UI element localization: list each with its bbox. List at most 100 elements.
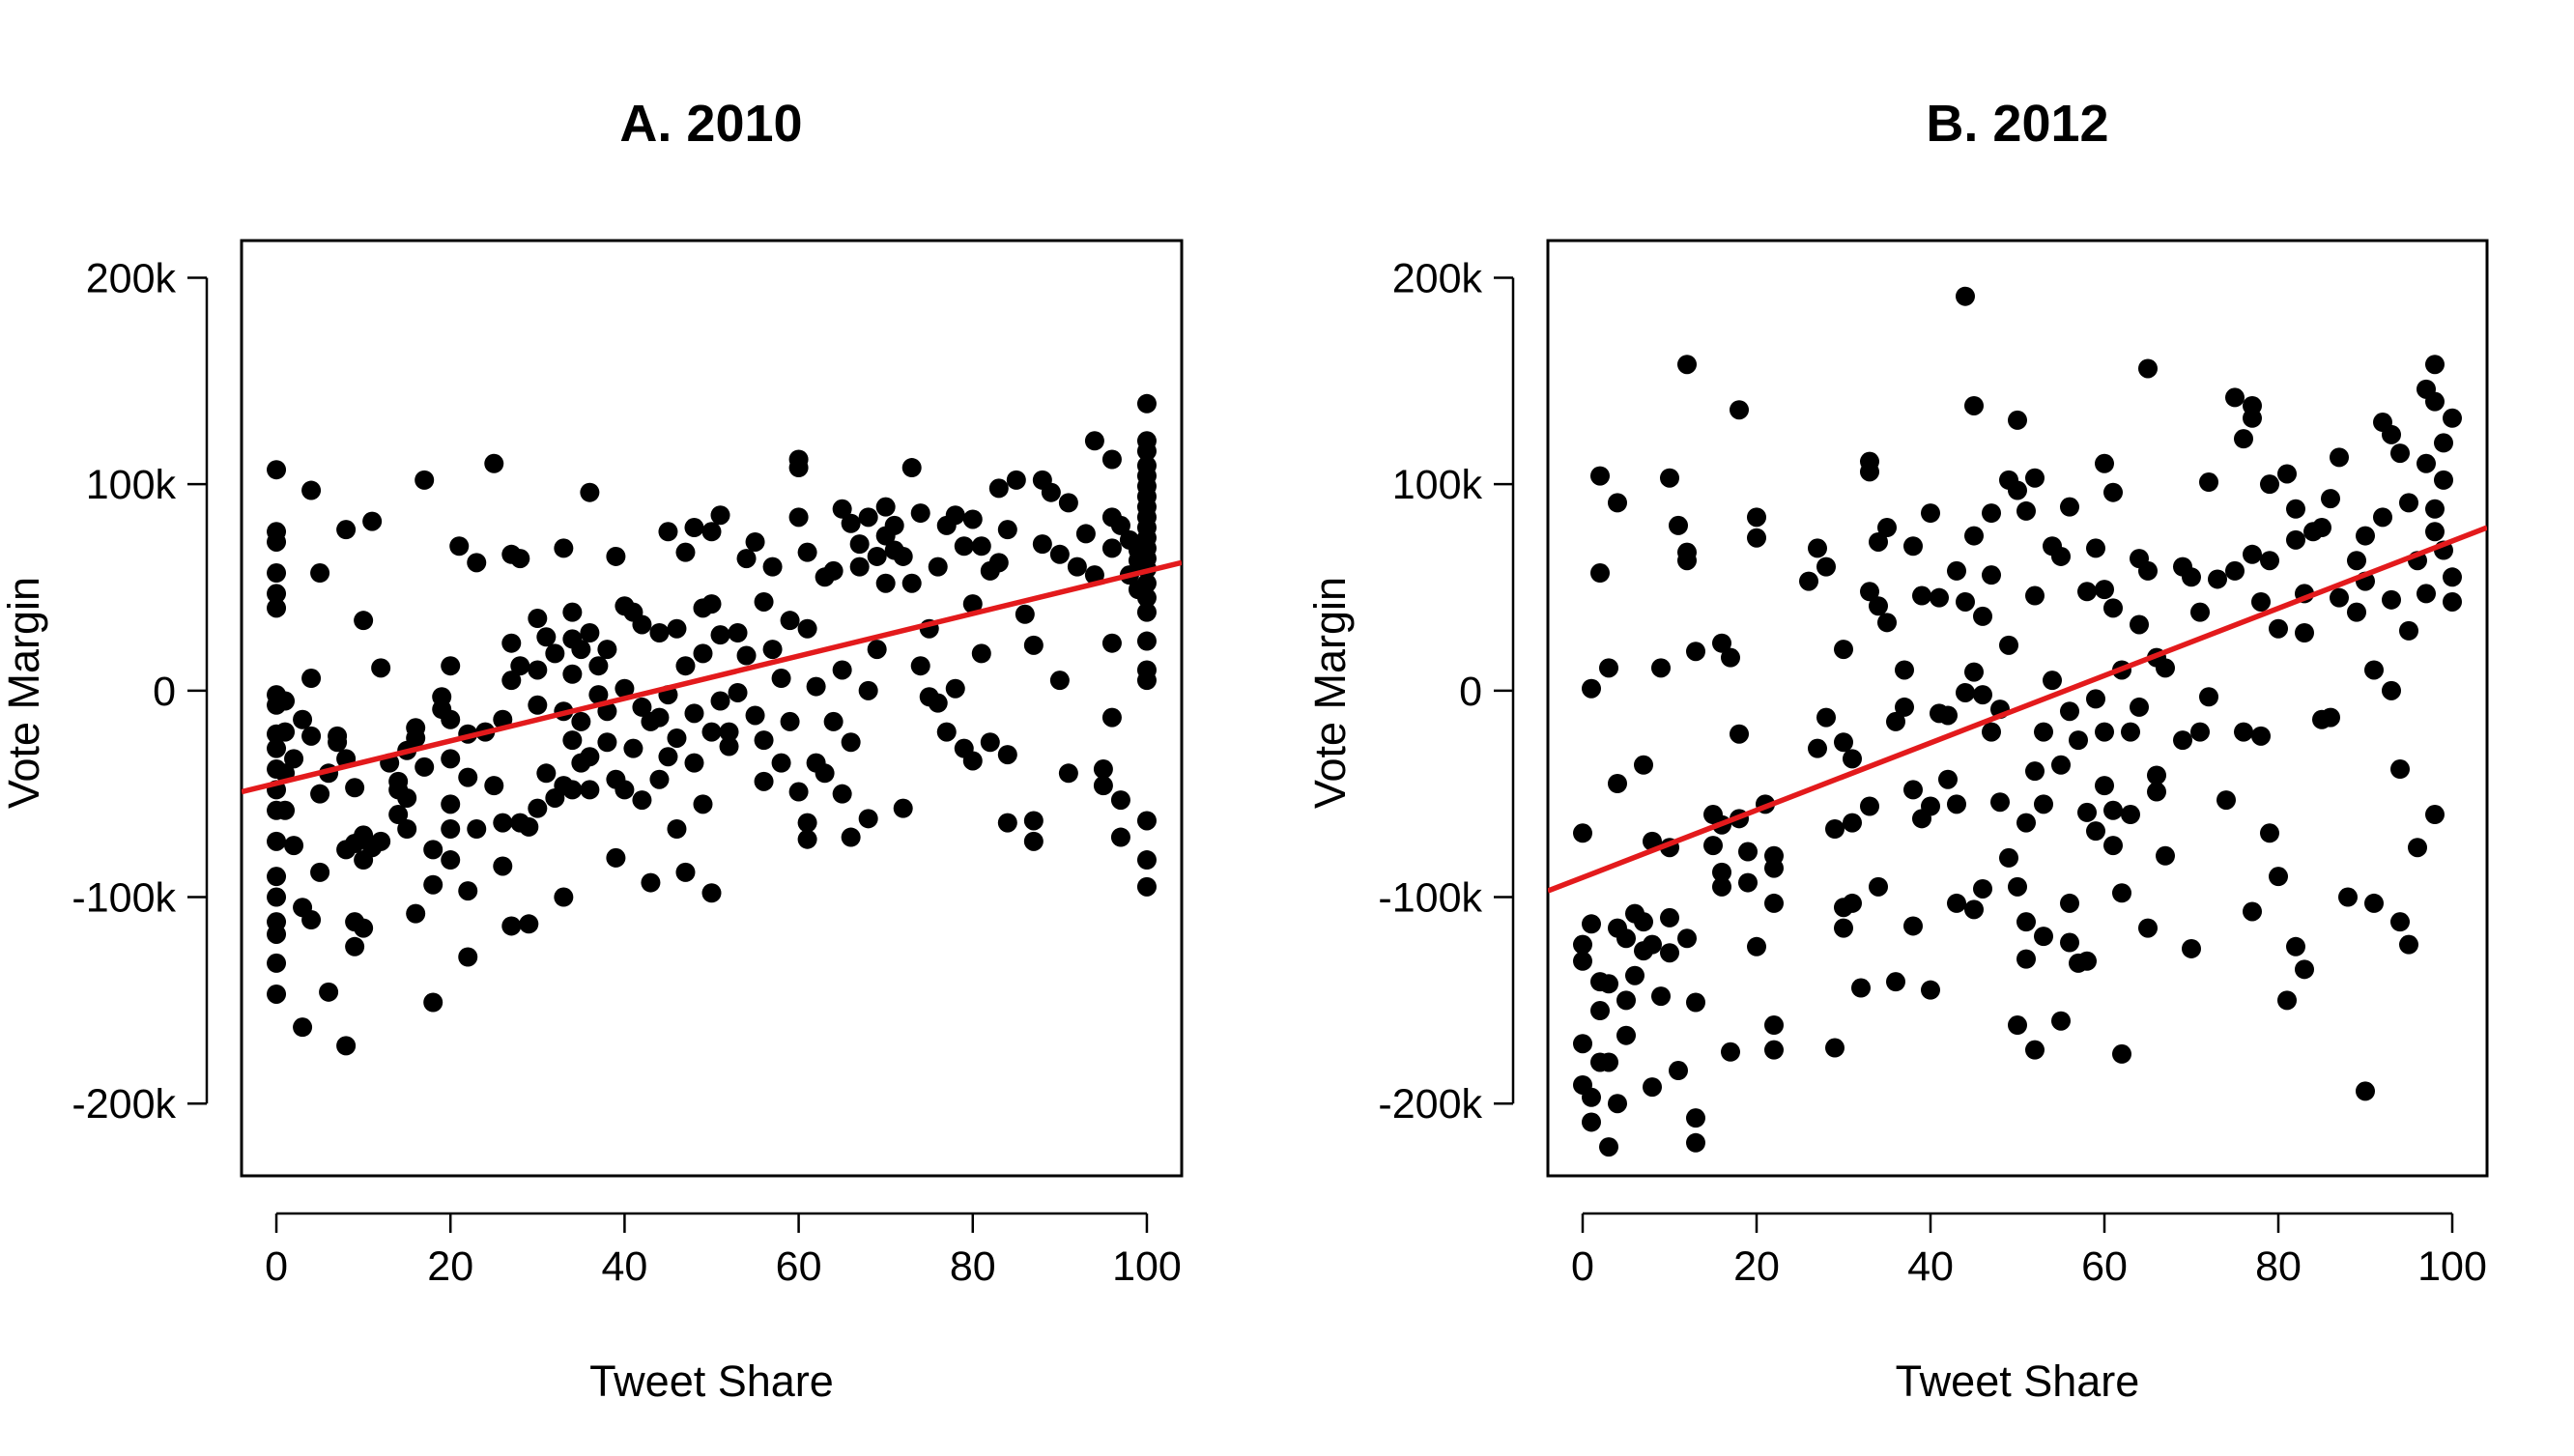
scatter-point xyxy=(310,862,330,882)
scatter-point xyxy=(1023,635,1044,655)
scatter-point xyxy=(632,614,652,635)
scatter-point xyxy=(1964,662,1984,682)
scatter-point xyxy=(1903,916,1923,936)
scatter-point xyxy=(371,658,391,678)
scatter-point xyxy=(397,819,417,840)
scatter-point xyxy=(2434,433,2453,453)
scatter-point xyxy=(710,691,730,711)
scatter-point xyxy=(2086,821,2105,842)
scatter-point xyxy=(275,691,296,711)
scatter-point xyxy=(2225,387,2245,408)
scatter-point xyxy=(962,594,983,614)
scatter-point xyxy=(1041,482,1061,502)
scatter-points xyxy=(267,393,1157,1056)
scatter-point xyxy=(501,916,522,936)
scatter-point xyxy=(780,611,800,631)
scatter-point xyxy=(623,738,644,758)
scatter-point xyxy=(484,776,504,796)
scatter-point xyxy=(1651,986,1671,1007)
scatter-point xyxy=(1686,992,1705,1013)
scatter-point xyxy=(562,730,583,751)
scatter-point xyxy=(1730,724,1749,744)
scatter-point xyxy=(2095,453,2114,473)
scatter-point xyxy=(1616,990,1636,1011)
scatter-point xyxy=(615,780,635,800)
scatter-point xyxy=(728,623,748,643)
scatter-point xyxy=(510,549,530,569)
scatter-point xyxy=(928,557,948,577)
scatter-point xyxy=(588,685,609,705)
scatter-point xyxy=(1599,1137,1618,1157)
scatter-point xyxy=(2034,794,2053,814)
scatter-point xyxy=(1973,606,1992,626)
scatter-point xyxy=(806,676,826,697)
scatter-point xyxy=(1049,671,1070,691)
scatter-point xyxy=(728,682,748,702)
scatter-point xyxy=(2095,580,2114,600)
scatter-point xyxy=(1747,507,1766,528)
scatter-point xyxy=(2399,934,2418,955)
scatter-point xyxy=(397,787,417,808)
scatter-point xyxy=(901,458,922,478)
scatter-point xyxy=(2077,951,2097,971)
scatter-point xyxy=(519,914,539,934)
scatter-point xyxy=(988,478,1009,499)
scatter-point xyxy=(528,798,548,818)
scatter-point xyxy=(780,711,800,731)
scatter-point xyxy=(1616,1025,1636,1045)
scatter-point xyxy=(2060,893,2079,913)
scatter-point xyxy=(267,584,287,604)
scatter-point xyxy=(1973,685,1992,705)
scatter-point xyxy=(1599,1052,1618,1072)
scatter-point xyxy=(2025,468,2045,488)
scatter-point xyxy=(858,680,878,700)
scatter-point xyxy=(1877,518,1897,538)
scatter-point xyxy=(2199,687,2218,707)
scatter-point xyxy=(2103,482,2123,502)
scatter-point xyxy=(510,656,530,676)
scatter-point xyxy=(1677,542,1697,562)
scatter-point xyxy=(1084,431,1104,451)
scatter-point xyxy=(301,910,322,930)
scatter-point xyxy=(345,936,365,956)
scatter-point xyxy=(788,458,809,478)
scatter-point xyxy=(580,780,600,800)
scatter-point xyxy=(1747,528,1766,548)
scatter-point xyxy=(1999,635,2018,655)
scatter-point xyxy=(371,831,391,851)
scatter-point xyxy=(1956,682,1975,702)
scatter-point xyxy=(267,598,287,618)
scatter-point xyxy=(658,747,678,767)
scatter-point xyxy=(1006,470,1026,490)
scatter-point xyxy=(2060,701,2079,722)
scatter-point xyxy=(1677,355,1697,375)
scatter-point xyxy=(841,732,861,753)
scatter-point xyxy=(597,640,617,660)
scatter-point xyxy=(797,813,817,833)
scatter-point xyxy=(1136,631,1157,651)
scatter-point xyxy=(2216,790,2236,811)
scatter-point xyxy=(893,546,913,566)
scatter-point xyxy=(910,656,930,676)
scatter-point xyxy=(562,780,583,800)
scatter-point xyxy=(2043,671,2062,691)
scatter-point xyxy=(1582,914,1601,934)
scatter-point xyxy=(1764,1040,1784,1060)
scatter-point xyxy=(719,722,739,742)
scatter-point xyxy=(867,546,887,566)
scatter-point xyxy=(2286,499,2305,519)
scatter-point xyxy=(2130,697,2149,717)
scatter-point xyxy=(797,829,817,849)
scatter-point xyxy=(762,640,783,660)
scatter-point xyxy=(484,453,504,473)
scatter-point xyxy=(441,850,461,871)
scatter-point xyxy=(1616,928,1636,949)
scatter-point xyxy=(684,518,704,538)
y-tick-label: 200k xyxy=(86,255,177,301)
scatter-point xyxy=(554,538,574,558)
scatter-point xyxy=(388,805,409,825)
scatter-point xyxy=(1712,862,1731,882)
scatter-point xyxy=(2147,765,2166,785)
scatter-point xyxy=(2390,759,2410,780)
scatter-point xyxy=(2077,802,2097,822)
